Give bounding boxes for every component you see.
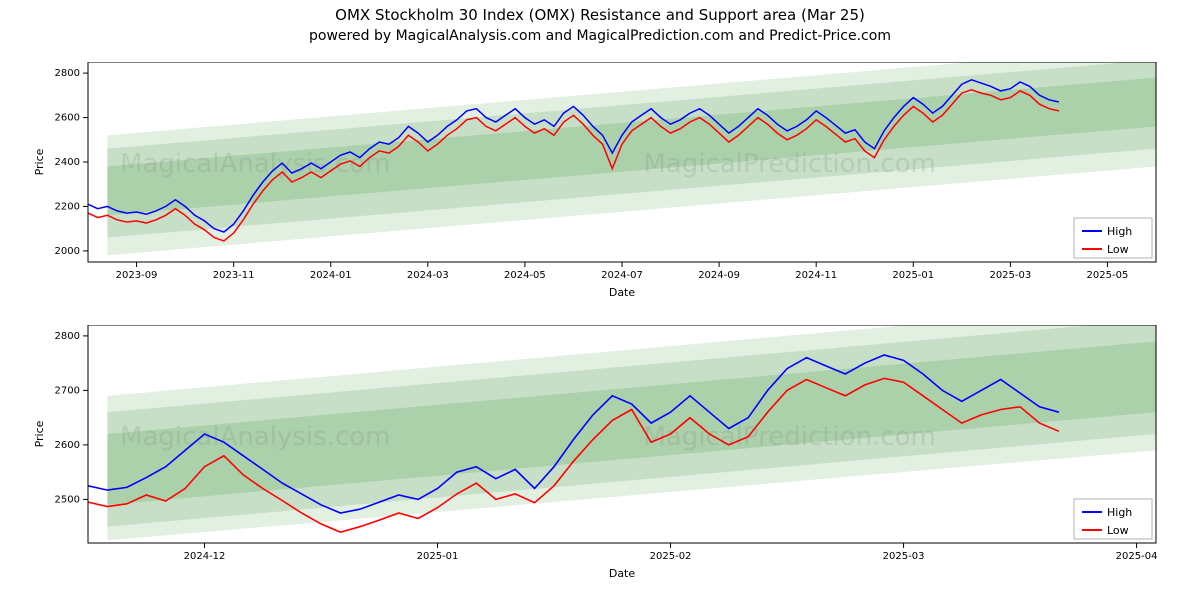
xtick-label: 2024-01 xyxy=(310,270,352,281)
xtick-label: 2024-12 xyxy=(184,551,226,562)
xtick-label: 2025-01 xyxy=(892,270,934,281)
ytick-label: 2600 xyxy=(55,113,80,124)
ytick-label: 2700 xyxy=(55,385,80,396)
y-axis-label: Price xyxy=(33,148,46,175)
xtick-label: 2024-05 xyxy=(504,270,546,281)
x-axis-label: Date xyxy=(609,286,636,299)
ytick-label: 2800 xyxy=(55,331,80,342)
xtick-label: 2024-11 xyxy=(795,270,837,281)
xtick-label: 2024-07 xyxy=(601,270,643,281)
watermark-text: MagicalPrediction.com xyxy=(643,149,936,179)
xtick-label: 2025-01 xyxy=(417,551,459,562)
page-root: OMX Stockholm 30 Index (OMX) Resistance … xyxy=(0,0,1200,600)
chart-subtitle: powered by MagicalAnalysis.com and Magic… xyxy=(0,24,1200,44)
y-axis-label: Price xyxy=(33,420,46,447)
xtick-label: 2024-09 xyxy=(698,270,740,281)
xtick-label: 2023-09 xyxy=(116,270,158,281)
legend: High Low xyxy=(1074,218,1152,258)
legend-label: High xyxy=(1107,225,1132,238)
xtick-label: 2025-03 xyxy=(989,270,1031,281)
top-chart: MagicalAnalysis.com MagicalPrediction.com… xyxy=(0,62,1200,317)
xtick-label: 2025-02 xyxy=(650,551,692,562)
ytick-label: 2800 xyxy=(55,68,80,79)
x-axis-label: Date xyxy=(609,567,636,580)
legend-label: High xyxy=(1107,506,1132,519)
ytick-label: 2000 xyxy=(55,246,80,257)
xtick-label: 2023-11 xyxy=(213,270,255,281)
chart-title: OMX Stockholm 30 Index (OMX) Resistance … xyxy=(0,0,1200,24)
ytick-label: 2600 xyxy=(55,440,80,451)
xtick-label: 2025-05 xyxy=(1087,270,1129,281)
watermark-text: MagicalAnalysis.com xyxy=(120,149,390,179)
ytick-label: 2500 xyxy=(55,494,80,505)
bottom-chart: MagicalAnalysis.com MagicalPrediction.com… xyxy=(0,325,1200,598)
xtick-label: 2024-03 xyxy=(407,270,449,281)
ytick-label: 2200 xyxy=(55,201,80,212)
legend: High Low xyxy=(1074,499,1152,539)
xtick-label: 2025-04 xyxy=(1116,551,1158,562)
legend-label: Low xyxy=(1107,524,1129,537)
legend-label: Low xyxy=(1107,243,1129,256)
xtick-label: 2025-03 xyxy=(883,551,925,562)
watermark-text: MagicalPrediction.com xyxy=(643,422,936,452)
ytick-label: 2400 xyxy=(55,157,80,168)
watermark-text: MagicalAnalysis.com xyxy=(120,422,390,452)
